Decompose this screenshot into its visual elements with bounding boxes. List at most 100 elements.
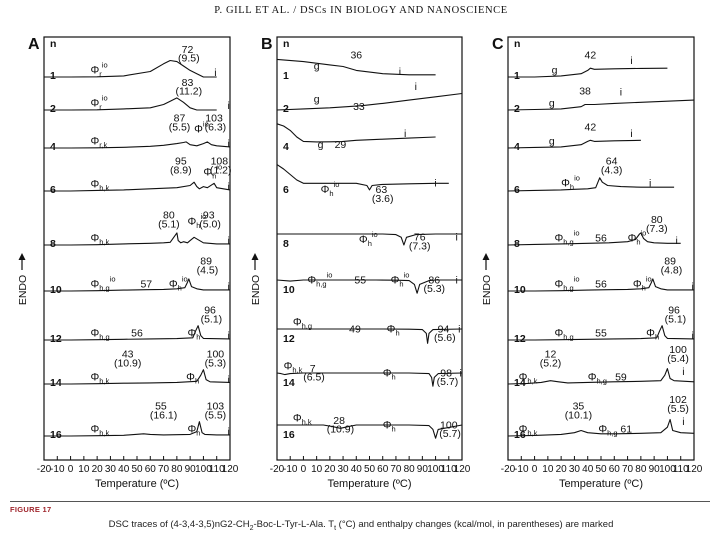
trace-10: 10 Φh,gio 57 Φhio 89(4.5) i: [44, 256, 230, 296]
x-tick-label: 40: [582, 464, 594, 475]
x-axis-label: Temperature (ºC): [95, 478, 179, 490]
endo-arrow-head: [251, 253, 259, 260]
x-tick-label: 120: [222, 464, 239, 475]
curve-label: Φh,g: [555, 328, 574, 342]
dsc-trace-line: [44, 141, 231, 149]
transition-label: 42: [585, 121, 597, 133]
transition-label: 56: [131, 328, 143, 340]
trace-16: 16 Φh,k 28(10.9) Φh 100(5.7)i: [277, 413, 463, 441]
curve-label: Φhio: [169, 275, 188, 293]
x-tick-label: 110: [441, 464, 457, 475]
dsc-trace-line: [277, 233, 462, 246]
column-header-n: n: [283, 38, 289, 50]
transition-label: i: [460, 367, 462, 379]
curve-label: Φhio: [561, 174, 580, 192]
transition-label: g: [549, 98, 555, 110]
x-tick-label: -20: [501, 464, 516, 475]
transition-label: 55: [354, 274, 366, 286]
transition-label: 103: [205, 113, 223, 125]
x-tick-label: -10: [50, 464, 65, 475]
trace-4: 4 g 29 i: [276, 123, 436, 153]
transition-label: 33: [353, 101, 365, 113]
x-tick-label: 50: [131, 464, 143, 475]
transition-label: i: [620, 87, 622, 99]
transition-label: i: [649, 178, 651, 190]
transition-label: 12: [545, 349, 557, 361]
transition-label: (4.8): [661, 264, 683, 276]
x-tick-label: 100: [195, 464, 212, 475]
transition-label: 64: [606, 156, 618, 168]
transition-label: (5.0): [199, 218, 221, 230]
x-tick-label: 0: [532, 464, 538, 475]
transition-label: (5.4): [667, 353, 689, 365]
trace-number: 4: [283, 141, 289, 153]
transition-label: i: [458, 323, 460, 335]
caption-text-1: DSC traces of (4-3,4-3,5)nG2-CH: [108, 519, 250, 530]
curve-label: Φh,g: [588, 372, 607, 386]
curve-label: Φr,k: [91, 136, 108, 150]
x-tick-label: 70: [622, 464, 634, 475]
dsc-trace-line: [276, 58, 436, 76]
y-axis-label: ENDO: [17, 275, 29, 305]
curve-label: Φhio: [203, 163, 222, 181]
trace-14: 14 Φh,k 7(6.5) Φh 98(5.7)i: [276, 361, 463, 389]
trace-number: 6: [50, 184, 56, 196]
transition-label: 29: [335, 139, 347, 151]
transition-label: (5.1): [665, 313, 687, 325]
transition-label: i: [682, 366, 684, 378]
curve-label: Φh,gio: [555, 229, 580, 247]
x-tick-label: 20: [324, 464, 336, 475]
curve-label: Φh,gio: [307, 270, 332, 288]
transition-label: (6.3): [205, 121, 227, 133]
curve-label: Φh,k: [91, 233, 110, 247]
curve-label: Φhio: [359, 230, 378, 248]
trace-8: 8 Φhio 76(7.3) i: [277, 230, 462, 252]
curve-label: Φh: [646, 328, 659, 342]
curve-label: Φh,g: [598, 424, 617, 438]
curve-label: Φh: [383, 367, 396, 381]
x-axis-label: Temperature (ºC): [327, 478, 411, 490]
curve-label: Φh: [187, 328, 200, 342]
curve-label: Φh,gio: [91, 275, 116, 293]
transition-label: i: [227, 374, 229, 386]
transition-label: 56: [595, 233, 607, 245]
x-tick-label: 110: [673, 464, 689, 475]
curve-label: Φh: [187, 424, 200, 438]
transition-label: g: [318, 139, 324, 151]
curve-label: Φh,k: [91, 424, 110, 438]
trace-number: 16: [283, 429, 295, 441]
transition-label: i: [227, 426, 229, 438]
caption-text-2: -Boc-L-Tyr-L-Ala. T: [253, 519, 335, 530]
transition-label: 94: [438, 323, 450, 335]
transition-label: i: [691, 330, 693, 342]
dsc-trace-line: [276, 279, 462, 294]
transition-label: i: [227, 181, 229, 193]
transition-label: (10.9): [114, 357, 141, 369]
panel-letter: C: [492, 36, 504, 53]
trace-number: 12: [283, 333, 295, 345]
transition-label: 72: [182, 44, 194, 56]
curve-label: Φh: [383, 419, 396, 433]
caption-rule: [10, 501, 710, 502]
transition-label: (5.2): [540, 357, 562, 369]
column-header-n: n: [50, 38, 56, 50]
transition-label: 108: [211, 156, 229, 168]
dsc-trace-line: [276, 123, 436, 143]
x-tick-label: 90: [417, 464, 429, 475]
dsc-trace-line: [276, 164, 449, 191]
trace-number: 2: [283, 103, 289, 115]
x-tick-label: 0: [301, 464, 307, 475]
x-tick-label: -10: [283, 464, 298, 475]
transition-label: 100: [207, 349, 225, 361]
transition-label: 55: [595, 328, 607, 340]
curve-label: Φhio: [187, 212, 206, 230]
x-tick-label: -10: [514, 464, 529, 475]
transition-label: i: [630, 55, 632, 67]
transition-label: (5.5): [667, 403, 689, 415]
transition-label: i: [456, 232, 458, 244]
curve-label: Φh,gio: [555, 275, 580, 293]
